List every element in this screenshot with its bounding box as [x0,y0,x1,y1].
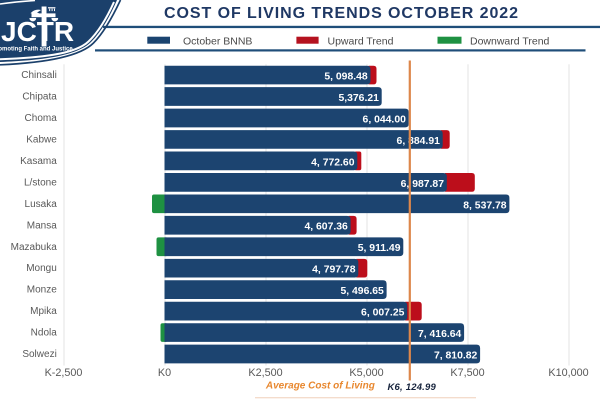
svg-text:4, 772.60: 4, 772.60 [311,157,355,168]
svg-text:4, 607.36: 4, 607.36 [304,222,348,233]
svg-text:Mazabuka: Mazabuka [11,242,58,253]
svg-text:Mansa: Mansa [27,220,57,231]
svg-text:October BNNB: October BNNB [183,36,252,48]
svg-text:K-2,500: K-2,500 [45,367,83,379]
svg-text:L/stone: L/stone [24,177,57,188]
svg-text:COST OF LIVING TRENDS OCTOBER: COST OF LIVING TRENDS OCTOBER 2022 [164,5,519,22]
svg-text:Lusaka: Lusaka [25,199,58,210]
svg-text:K2,500: K2,500 [248,367,282,379]
svg-text:Solwezi: Solwezi [22,349,56,360]
svg-text:JCTR: JCTR [1,16,74,47]
svg-text:K5,000: K5,000 [349,367,383,379]
svg-text:K6, 124.99: K6, 124.99 [388,382,437,393]
svg-text:5, 098.48: 5, 098.48 [324,72,368,83]
svg-text:Downward Trend: Downward Trend [470,36,550,48]
svg-text:Chipata: Chipata [22,92,57,103]
svg-text:5, 496.65: 5, 496.65 [340,286,384,297]
svg-text:8, 537.78: 8, 537.78 [463,200,507,211]
svg-text:Mongu: Mongu [26,263,57,274]
svg-text:6, 007.25: 6, 007.25 [361,308,405,319]
svg-text:Promoting Faith and Justice: Promoting Faith and Justice [0,46,73,52]
svg-text:Average Cost of Living: Average Cost of Living [265,381,375,392]
svg-text:Ndola: Ndola [31,328,58,339]
svg-text:4, 797.78: 4, 797.78 [312,265,356,276]
svg-text:K10,000: K10,000 [548,367,588,379]
svg-text:Mpika: Mpika [30,306,57,317]
svg-text:K7,500: K7,500 [450,367,484,379]
svg-text:6, 044.00: 6, 044.00 [363,114,407,125]
svg-text:Chinsali: Chinsali [21,70,57,81]
svg-text:Kabwe: Kabwe [26,134,57,145]
svg-text:7, 416.64: 7, 416.64 [418,329,462,340]
svg-text:5,376.21: 5,376.21 [338,93,379,104]
svg-text:5, 911.49: 5, 911.49 [358,243,401,254]
svg-text:Monze: Monze [27,285,57,296]
svg-text:K0: K0 [158,367,171,379]
svg-text:6, 884.91: 6, 884.91 [397,136,441,147]
svg-text:6, 987.87: 6, 987.87 [401,179,445,190]
svg-text:Choma: Choma [25,113,58,124]
svg-text:7, 810.82: 7, 810.82 [434,350,478,361]
svg-text:Upward Trend: Upward Trend [328,36,394,48]
svg-text:Kasama: Kasama [20,156,57,167]
